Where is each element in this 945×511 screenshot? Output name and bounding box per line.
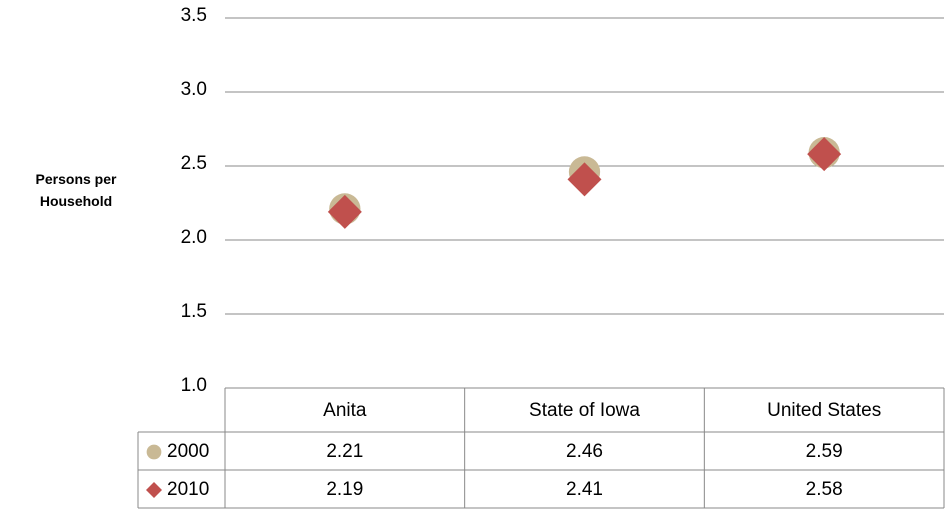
y-tick-label: 2.5 <box>181 153 207 174</box>
table-cell: 2.19 <box>326 479 363 500</box>
y-tick-label: 1.0 <box>181 375 207 396</box>
y-tick-label: 1.5 <box>181 301 207 322</box>
point <box>567 162 602 197</box>
legend-marker <box>146 444 162 460</box>
point <box>327 194 362 229</box>
point <box>807 137 842 172</box>
x-tick-label: United States <box>767 400 881 421</box>
y-axis-label: Persons per Household <box>35 171 117 209</box>
legend-label: 2010 <box>167 479 209 500</box>
x-tick-label: State of Iowa <box>529 400 640 421</box>
table-cell: 2.58 <box>806 479 843 500</box>
table-cell: 2.21 <box>326 441 363 462</box>
y-tick-label: 3.0 <box>181 79 207 100</box>
legend-label: 2000 <box>167 441 209 462</box>
legend-marker <box>146 482 162 498</box>
table-cell: 2.41 <box>566 479 603 500</box>
table-cell: 2.59 <box>806 441 843 462</box>
y-tick-label: 2.0 <box>181 227 207 248</box>
table-cell: 2.46 <box>566 441 603 462</box>
y-tick-label: 3.5 <box>181 5 207 26</box>
x-tick-label: Anita <box>323 400 367 421</box>
